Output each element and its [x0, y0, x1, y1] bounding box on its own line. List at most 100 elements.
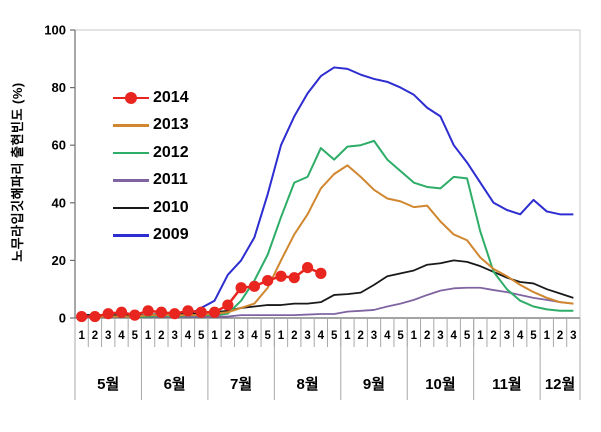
legend-line-icon — [113, 124, 149, 127]
month-label: 10월 — [425, 376, 456, 393]
week-label: 1 — [78, 330, 85, 342]
week-label: 1 — [411, 330, 418, 342]
legend-item-2014: 2014 — [113, 84, 189, 112]
legend-label: 2014 — [153, 88, 189, 106]
week-label: 2 — [291, 330, 297, 342]
y-axis-title: 노무라입깃해파리 출현빈도 (%) — [10, 82, 25, 262]
legend-label: 2010 — [153, 198, 189, 216]
y-tick-label: 20 — [52, 253, 66, 268]
legend-line-sample — [113, 229, 149, 241]
series-marker-2014 — [155, 306, 167, 318]
week-label: 3 — [171, 330, 177, 342]
week-label: 5 — [198, 330, 205, 342]
legend-item-2010: 2010 — [113, 194, 189, 222]
y-tick-label: 80 — [52, 80, 66, 95]
month-label: 6월 — [164, 376, 186, 393]
legend-label: 2013 — [153, 116, 189, 134]
week-label: 2 — [92, 330, 98, 342]
week-label: 4 — [251, 330, 258, 342]
week-label: 5 — [264, 330, 271, 342]
week-label: 3 — [504, 330, 510, 342]
week-label: 2 — [158, 330, 164, 342]
week-label: 4 — [451, 330, 458, 342]
series-marker-2014 — [182, 305, 194, 317]
week-label: 3 — [105, 330, 111, 342]
legend-label: 2011 — [153, 171, 188, 189]
legend-line-sample — [113, 147, 149, 159]
week-label: 3 — [304, 330, 310, 342]
series-marker-2014 — [115, 306, 128, 318]
week-label: 2 — [557, 330, 563, 342]
series-marker-2014 — [129, 309, 141, 321]
week-label: 1 — [477, 330, 484, 342]
legend-label: 2009 — [153, 226, 189, 244]
series-marker-2014 — [301, 262, 314, 274]
series-marker-2014 — [235, 282, 247, 294]
week-label: 5 — [132, 330, 139, 342]
week-label: 2 — [358, 330, 364, 342]
week-label: 5 — [464, 330, 471, 342]
legend-line-icon — [113, 206, 149, 210]
week-label: 4 — [517, 330, 524, 342]
series-marker-2014 — [275, 270, 287, 282]
legend-item-2012: 2012 — [113, 139, 189, 167]
month-label: 11월 — [492, 376, 522, 393]
series-marker-2014 — [222, 299, 234, 311]
week-label: 1 — [145, 330, 152, 342]
month-label: 9월 — [363, 376, 385, 393]
legend-marker-icon — [125, 91, 137, 104]
series-marker-2014 — [208, 306, 221, 318]
legend-line-icon — [113, 234, 149, 237]
legend-line-sample — [113, 174, 149, 186]
legend-line-sample — [113, 202, 149, 214]
week-label: 2 — [490, 330, 496, 342]
series-marker-2014 — [169, 308, 181, 320]
week-label: 5 — [530, 330, 537, 342]
week-label: 3 — [570, 330, 576, 342]
week-label: 1 — [211, 330, 218, 342]
legend-label: 2012 — [153, 143, 189, 161]
series-marker-2014 — [262, 274, 274, 287]
series-marker-2014 — [89, 310, 101, 323]
week-label: 5 — [331, 330, 338, 342]
week-label: 1 — [344, 330, 351, 342]
week-label: 1 — [278, 330, 285, 342]
legend-line-icon — [113, 179, 149, 182]
week-label: 2 — [424, 330, 430, 342]
week-label: 4 — [318, 330, 325, 342]
legend-item-2009: 2009 — [113, 222, 189, 250]
series-line-2010 — [81, 259, 574, 317]
series-marker-2014 — [315, 267, 327, 279]
series-marker-2014 — [142, 305, 154, 317]
month-label: 12월 — [545, 376, 576, 393]
week-label: 3 — [437, 330, 443, 342]
series-marker-2014 — [76, 310, 88, 323]
month-label: 7월 — [230, 376, 252, 393]
week-label: 4 — [118, 330, 125, 342]
week-label: 5 — [397, 330, 404, 342]
series-marker-2014 — [195, 306, 207, 318]
legend-item-2013: 2013 — [113, 112, 189, 140]
y-tick-label: 40 — [52, 195, 66, 210]
y-tick-label: 0 — [59, 311, 66, 326]
week-label: 2 — [225, 330, 231, 342]
legend-item-2011: 2011 — [113, 167, 189, 195]
week-label: 3 — [238, 330, 244, 342]
week-label: 4 — [384, 330, 391, 342]
legend: 2014 2013 2012 2011 2010 2009 — [113, 84, 189, 249]
legend-line-sample — [113, 91, 149, 104]
series-marker-2014 — [102, 308, 114, 320]
month-label: 5월 — [97, 376, 119, 393]
series-marker-2014 — [288, 272, 300, 284]
legend-line-icon — [113, 151, 149, 155]
y-tick-label: 60 — [52, 138, 66, 153]
week-label: 4 — [185, 330, 192, 342]
month-label: 8월 — [296, 376, 318, 393]
y-tick-label: 100 — [44, 23, 66, 38]
week-label: 1 — [544, 330, 551, 342]
legend-line-sample — [113, 119, 149, 131]
week-label: 3 — [371, 330, 377, 342]
series-marker-2014 — [248, 280, 261, 292]
